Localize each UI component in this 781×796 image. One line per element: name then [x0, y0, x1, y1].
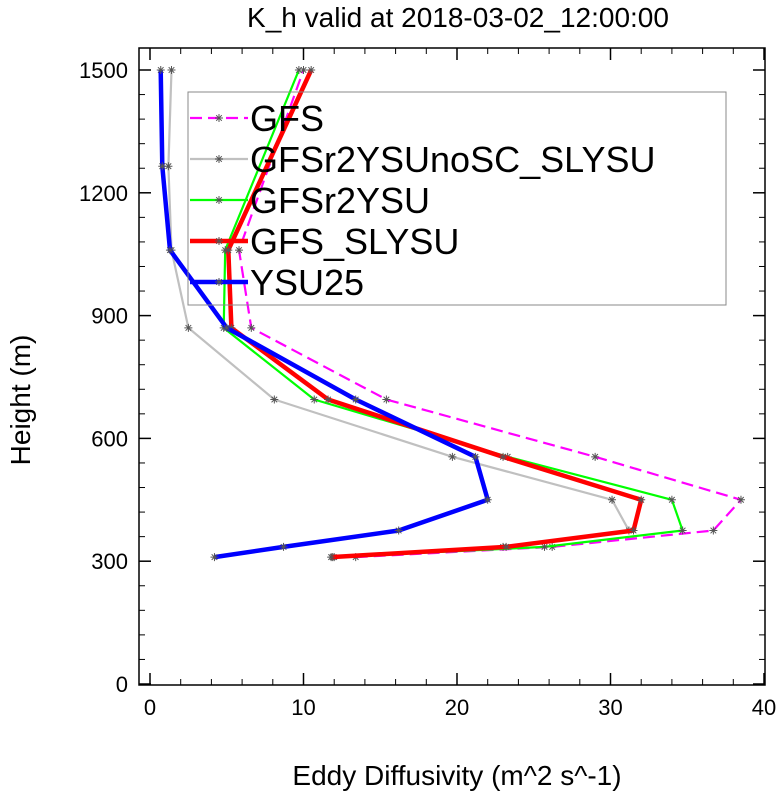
data-point	[499, 452, 508, 461]
legend-marker	[215, 114, 223, 122]
data-point	[299, 66, 308, 74]
data-point	[483, 495, 492, 504]
legend-label: YSU25	[250, 262, 364, 303]
legend-label: GFS	[250, 98, 324, 139]
chart-title: K_h valid at 2018-03-02_12:00:00	[247, 2, 669, 33]
x-tick-label: 0	[144, 695, 156, 720]
data-point	[158, 162, 167, 171]
data-point	[270, 395, 279, 404]
data-point	[608, 495, 617, 504]
y-axis-title: Height (m)	[5, 335, 36, 466]
y-tick-label: 1200	[79, 181, 128, 206]
data-point	[324, 395, 333, 404]
legend-box	[187, 91, 727, 306]
data-point	[394, 526, 403, 535]
data-point	[678, 526, 687, 535]
data-point	[709, 526, 718, 535]
data-point	[210, 553, 219, 562]
legend: GFSGFSr2YSUnoSC_SLYSUGFSr2YSUGFS_SLYSUYS…	[187, 91, 727, 306]
data-point	[222, 323, 231, 332]
data-point	[224, 246, 233, 255]
y-tick-label: 0	[116, 672, 128, 697]
legend-marker	[215, 237, 223, 245]
y-tick-label: 900	[91, 304, 128, 329]
legend-marker	[215, 278, 223, 286]
series-layer	[156, 66, 745, 562]
data-point	[279, 542, 288, 551]
data-point	[591, 452, 600, 461]
legend-marker	[215, 196, 223, 204]
data-point	[382, 395, 391, 404]
data-point	[629, 526, 638, 535]
x-tick-label: 20	[445, 695, 469, 720]
data-point	[448, 452, 457, 461]
data-point	[247, 323, 256, 332]
data-point	[156, 66, 165, 74]
data-point	[502, 542, 511, 551]
ticks-layer: 0 10 20 30 40 0 300 600 900 1200 1500	[79, 48, 776, 720]
data-point	[637, 495, 646, 504]
data-point	[667, 495, 676, 504]
legend-label: GFSr2YSUnoSC_SLYSU	[250, 139, 656, 180]
data-point	[184, 323, 193, 332]
series-line-gfs	[237, 69, 743, 559]
data-point	[167, 66, 176, 74]
legend-label: GFSr2YSU	[250, 180, 430, 221]
data-point	[235, 246, 244, 255]
y-tick-label: 1500	[79, 58, 128, 83]
y-tick-label: 300	[91, 549, 128, 574]
x-tick-label: 40	[752, 695, 776, 720]
data-point	[471, 452, 480, 461]
plot-frame	[138, 47, 766, 686]
x-axis-title: Eddy Diffusivity (m^2 s^-1)	[292, 760, 621, 791]
y-tick-label: 600	[91, 426, 128, 451]
data-point	[294, 66, 303, 74]
x-tick-label: 10	[291, 695, 315, 720]
legend-marker	[215, 155, 223, 163]
data-point	[164, 162, 173, 171]
data-point	[307, 66, 316, 74]
data-point	[310, 395, 319, 404]
data-point	[351, 395, 360, 404]
x-tick-label: 30	[598, 695, 622, 720]
legend-label: GFS_SLYSU	[250, 221, 459, 262]
data-point	[327, 553, 336, 562]
data-point	[540, 542, 549, 551]
data-point	[165, 246, 174, 255]
data-point	[736, 495, 745, 504]
series-line-ysu25	[158, 69, 490, 560]
